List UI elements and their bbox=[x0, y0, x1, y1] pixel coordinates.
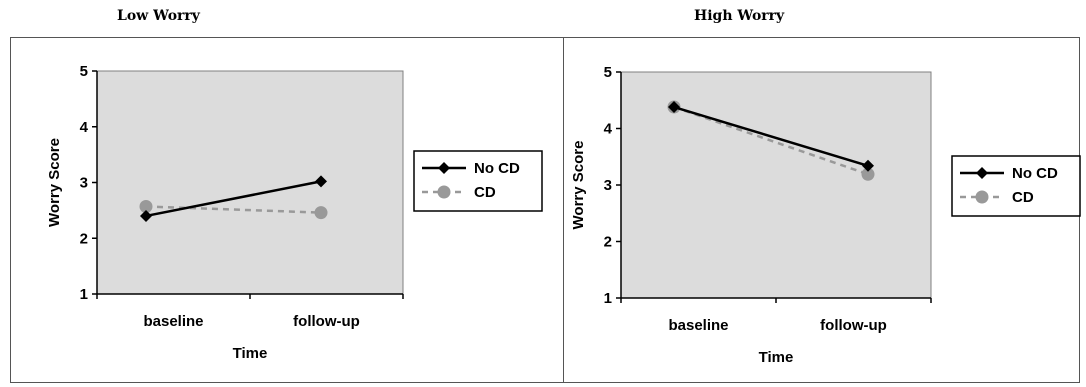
y-tick-label: 5 bbox=[80, 63, 88, 80]
legend-box bbox=[413, 150, 543, 212]
y-tick-label: 2 bbox=[80, 230, 88, 247]
data-point-no-cd bbox=[862, 159, 874, 172]
panel-divider bbox=[563, 37, 564, 383]
data-point-cd bbox=[861, 167, 875, 181]
y-axis-title: Worry Score bbox=[46, 138, 63, 227]
series-line-no-cd bbox=[673, 105, 869, 167]
x-axis-title: Time bbox=[759, 349, 794, 366]
y-tick-label: 4 bbox=[80, 119, 89, 136]
data-point-no-cd bbox=[315, 175, 327, 188]
y-tick-label: 3 bbox=[604, 177, 612, 194]
plot-area bbox=[96, 70, 404, 295]
legend-label-cd: CD bbox=[1012, 189, 1034, 206]
chart-1-title: Low Worry bbox=[117, 8, 200, 24]
data-point-no-cd bbox=[668, 101, 680, 114]
legend-marker-cd bbox=[975, 190, 989, 204]
data-point-cd bbox=[139, 199, 153, 213]
legend-box bbox=[951, 155, 1081, 217]
x-tick-label: baseline bbox=[668, 317, 728, 334]
y-tick-label: 3 bbox=[80, 175, 88, 192]
x-tick-label: follow-up bbox=[820, 317, 887, 334]
y-tick-label: 5 bbox=[604, 64, 612, 81]
y-axis-title: Worry Score bbox=[570, 141, 587, 230]
data-point-no-cd bbox=[140, 209, 152, 222]
legend-label-no-cd: No CD bbox=[474, 160, 520, 177]
y-tick-label: 1 bbox=[80, 286, 88, 303]
legend-label-cd: CD bbox=[474, 184, 496, 201]
series-line-cd bbox=[673, 105, 869, 176]
y-tick-label: 1 bbox=[604, 290, 612, 307]
series-line-cd bbox=[145, 205, 322, 214]
x-tick-label: baseline bbox=[143, 313, 203, 330]
x-tick-label: follow-up bbox=[293, 313, 360, 330]
plot-area bbox=[620, 71, 932, 299]
x-axis-title: Time bbox=[233, 345, 268, 362]
data-point-cd bbox=[314, 206, 328, 220]
legend-marker-cd bbox=[437, 185, 451, 199]
legend-label-no-cd: No CD bbox=[1012, 165, 1058, 182]
series-line-no-cd bbox=[145, 180, 322, 218]
chart-2-title: High Worry bbox=[694, 8, 785, 24]
y-tick-label: 2 bbox=[604, 234, 612, 251]
y-tick-label: 4 bbox=[604, 121, 613, 138]
legend-marker-no-cd bbox=[976, 167, 988, 179]
legend-marker-no-cd bbox=[438, 162, 450, 174]
